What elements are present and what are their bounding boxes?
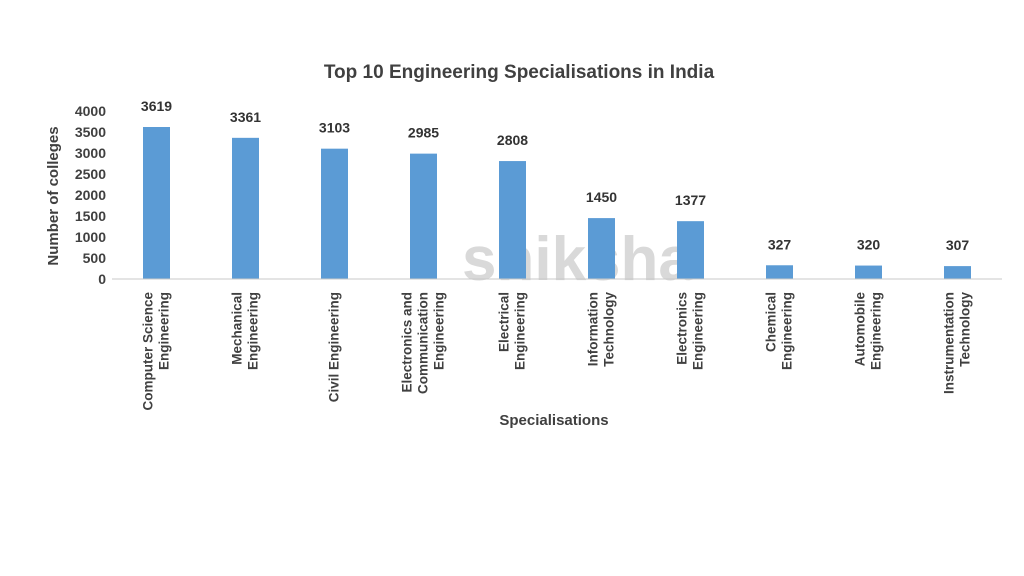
y-tick-label: 1500 [75,208,106,224]
bar [855,265,882,279]
x-tick-label: Chemical Engineering [764,292,795,370]
y-tick-label: 2500 [75,166,106,182]
y-tick-label: 0 [98,271,106,287]
x-tick-label-line: Engineering [432,292,447,370]
x-tick-label-line: Chemical [764,292,779,352]
data-label: 3361 [230,109,261,125]
x-tick-label-line: Computer Science [141,292,156,411]
bar [944,266,971,279]
data-labels-group: 3619 3361 3103 2985 2808 1450 1377 327 320 307 [141,98,969,253]
data-label: 307 [946,237,970,253]
x-tick-label-line: Electronics and [400,292,415,393]
bar [588,218,615,279]
y-tick-label: 2000 [75,187,106,203]
x-tick-label: Instrumentation Technology [942,292,973,394]
x-tick-label: Civil Engineering [327,292,342,402]
y-axis-ticks: 0 500 1000 1500 2000 2500 3000 3500 4000 [75,103,106,287]
data-label: 2985 [408,125,439,141]
x-tick-label-line: Engineering [513,292,528,370]
x-tick-label-line: Electronics [675,292,690,365]
x-tick-label-line: Communication [416,292,431,394]
y-tick-label: 1000 [75,229,106,245]
x-tick-label-line: Civil Engineering [327,292,342,402]
data-label: 1377 [675,192,706,208]
x-tick-label: Mechanical Engineering [230,292,261,370]
data-label: 320 [857,237,881,253]
x-tick-label-line: Engineering [246,292,261,370]
bar [410,153,437,279]
data-label: 327 [768,236,792,252]
bar [499,161,526,279]
x-tick-label-line: Engineering [780,292,795,370]
y-tick-label: 3500 [75,124,106,140]
category-labels-group: Computer Science Engineering Mechanical Eng… [141,292,973,411]
x-tick-label-line: Engineering [691,292,706,370]
y-tick-label: 3000 [75,145,106,161]
data-label: 1450 [586,189,617,205]
chart-title: Top 10 Engineering Specialisations in In… [324,62,715,83]
y-tick-label: 4000 [75,103,106,119]
x-tick-label-line: Engineering [157,292,172,370]
bar [766,265,793,279]
bar [143,127,170,279]
x-tick-label: Electrical Engineering [497,292,528,370]
data-label: 3103 [319,120,350,136]
x-tick-label-line: Electrical [497,292,512,352]
x-tick-label-line: Instrumentation [942,292,957,394]
x-tick-label-line: Engineering [869,292,884,370]
x-tick-label: Automobile Engineering [853,292,884,371]
bars-group [143,127,971,279]
y-tick-label: 500 [83,250,107,266]
x-tick-label-line: Technology [602,292,617,367]
data-label: 3619 [141,98,172,114]
data-label: 2808 [497,132,528,148]
x-tick-label: Electronics Engineering [675,292,706,370]
x-tick-label-line: Mechanical [230,292,245,365]
x-tick-label-line: Information [586,292,601,366]
bar [677,221,704,279]
x-tick-label-line: Technology [958,292,973,367]
x-tick-label: Electronics and Communication Engineering [400,292,447,394]
bar [321,148,348,279]
x-tick-label: Information Technology [586,292,617,367]
x-axis-title: Specialisations [499,412,608,429]
x-tick-label: Computer Science Engineering [141,292,172,411]
x-tick-label-line: Automobile [853,292,868,367]
bar [232,137,259,279]
y-axis-title: Number of colleges [45,126,62,265]
watermark-text: shiksha [462,225,693,294]
